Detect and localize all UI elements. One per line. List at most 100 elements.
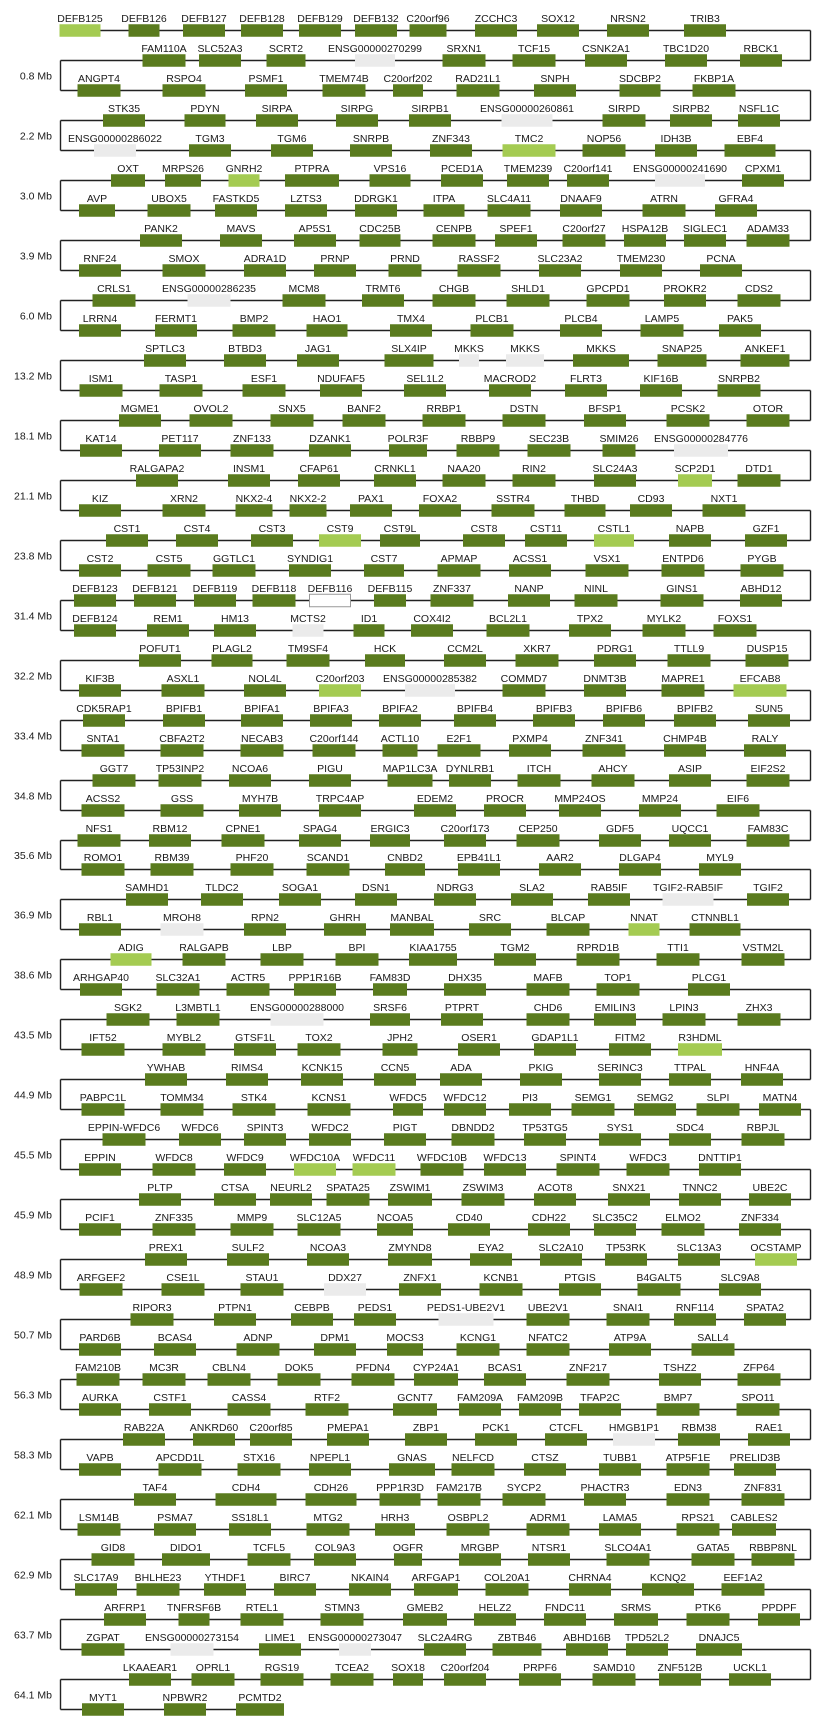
svg-text:RTEL1: RTEL1 [246, 1602, 279, 1614]
svg-text:45.5 Mb: 45.5 Mb [14, 1150, 52, 1162]
svg-text:CTSZ: CTSZ [531, 1452, 559, 1464]
svg-text:SPO11: SPO11 [741, 1392, 774, 1404]
svg-text:CEP250: CEP250 [518, 823, 557, 835]
svg-text:GNRH2: GNRH2 [226, 163, 263, 175]
svg-text:MAFB: MAFB [533, 972, 562, 984]
svg-text:ANGPT4: ANGPT4 [78, 73, 120, 85]
svg-text:PXMP4: PXMP4 [512, 733, 548, 745]
svg-text:WFDC13: WFDC13 [483, 1152, 526, 1164]
svg-text:FOXS1: FOXS1 [718, 613, 753, 625]
svg-text:SIRPB2: SIRPB2 [672, 103, 710, 115]
svg-text:MRPS26: MRPS26 [162, 163, 204, 175]
svg-text:PCK1: PCK1 [482, 1422, 510, 1434]
svg-text:EMILIN3: EMILIN3 [595, 1002, 636, 1014]
svg-text:STK35: STK35 [108, 103, 140, 115]
svg-text:TGM2: TGM2 [500, 942, 529, 954]
svg-text:BPI: BPI [349, 942, 366, 954]
svg-text:CST5: CST5 [156, 553, 183, 565]
svg-text:ARFGEF2: ARFGEF2 [77, 1272, 126, 1284]
svg-text:TOX2: TOX2 [305, 1032, 332, 1044]
svg-text:SULF2: SULF2 [232, 1242, 265, 1254]
svg-text:ZNF337: ZNF337 [433, 583, 471, 595]
svg-text:CTSA: CTSA [221, 1182, 249, 1194]
svg-text:ZGPAT: ZGPAT [86, 1632, 120, 1644]
svg-text:63.7 Mb: 63.7 Mb [14, 1630, 52, 1642]
svg-text:3.0 Mb: 3.0 Mb [20, 191, 52, 203]
svg-text:PABPC1L: PABPC1L [80, 1092, 127, 1104]
svg-text:DUSP15: DUSP15 [747, 643, 788, 655]
svg-text:VSTM2L: VSTM2L [743, 942, 784, 954]
svg-text:DEFB129: DEFB129 [297, 13, 343, 25]
svg-text:SLC32A1: SLC32A1 [156, 972, 201, 984]
svg-text:KIZ: KIZ [92, 493, 109, 505]
svg-text:CDK5RAP1: CDK5RAP1 [76, 703, 132, 715]
svg-text:SYS1: SYS1 [607, 1122, 634, 1134]
svg-text:RBM38: RBM38 [681, 1422, 716, 1434]
svg-text:FAM110A: FAM110A [141, 43, 186, 55]
svg-text:RGS19: RGS19 [265, 1662, 300, 1674]
svg-text:DSTN: DSTN [510, 403, 539, 415]
svg-text:WFDC10A: WFDC10A [290, 1152, 340, 1164]
svg-text:ADAM33: ADAM33 [747, 223, 789, 235]
svg-text:ADIG: ADIG [118, 942, 144, 954]
svg-text:SYNDIG1: SYNDIG1 [287, 553, 333, 565]
svg-text:PTPRA: PTPRA [294, 163, 329, 175]
svg-text:CST3: CST3 [259, 523, 286, 535]
svg-text:ZNFX1: ZNFX1 [403, 1272, 436, 1284]
svg-text:PEDS1: PEDS1 [358, 1302, 393, 1314]
svg-text:PLAGL2: PLAGL2 [212, 643, 252, 655]
svg-text:SIRPA: SIRPA [262, 103, 293, 115]
svg-text:VAPB: VAPB [86, 1452, 113, 1464]
svg-text:MTG2: MTG2 [313, 1512, 342, 1524]
svg-text:OTOR: OTOR [753, 403, 784, 415]
svg-text:NSFL1C: NSFL1C [739, 103, 780, 115]
svg-text:DEFB116: DEFB116 [308, 583, 353, 595]
svg-text:OSER1: OSER1 [461, 1032, 497, 1044]
svg-text:KIF16B: KIF16B [643, 373, 678, 385]
svg-text:ZNF133: ZNF133 [233, 433, 271, 445]
svg-text:PPP1R3D: PPP1R3D [376, 1482, 424, 1494]
svg-text:ENSG00000260861: ENSG00000260861 [480, 103, 574, 115]
svg-text:C20orf204: C20orf204 [440, 1662, 489, 1674]
svg-text:CST4: CST4 [184, 523, 211, 535]
svg-text:SDC4: SDC4 [676, 1122, 704, 1134]
svg-text:TBC1D20: TBC1D20 [663, 43, 709, 55]
svg-text:CSTF1: CSTF1 [153, 1392, 186, 1404]
svg-text:TGIF2: TGIF2 [753, 882, 783, 894]
svg-text:TP53TG5: TP53TG5 [522, 1122, 568, 1134]
svg-text:VPS16: VPS16 [374, 163, 407, 175]
svg-text:PIGT: PIGT [393, 1122, 418, 1134]
svg-text:DEFB123: DEFB123 [72, 583, 118, 595]
svg-text:JPH2: JPH2 [387, 1032, 413, 1044]
svg-text:RBBP9: RBBP9 [461, 433, 496, 445]
svg-text:ESF1: ESF1 [251, 373, 277, 385]
svg-text:34.8 Mb: 34.8 Mb [14, 791, 52, 803]
svg-text:WFDC3: WFDC3 [629, 1152, 666, 1164]
svg-text:31.4 Mb: 31.4 Mb [14, 611, 52, 623]
svg-text:DOK5: DOK5 [285, 1362, 314, 1374]
svg-text:BPIFA1: BPIFA1 [244, 703, 280, 715]
svg-text:CYP24A1: CYP24A1 [413, 1362, 459, 1374]
svg-text:TMX4: TMX4 [397, 313, 425, 325]
svg-text:NNAT: NNAT [630, 912, 658, 924]
svg-text:33.4 Mb: 33.4 Mb [14, 731, 52, 743]
svg-text:ENSG00000241690: ENSG00000241690 [633, 163, 727, 175]
svg-text:C20orf173: C20orf173 [440, 823, 489, 835]
svg-text:CST7: CST7 [371, 553, 398, 565]
svg-text:48.9 Mb: 48.9 Mb [14, 1270, 52, 1282]
svg-text:BPIFB4: BPIFB4 [457, 703, 493, 715]
svg-text:PARD6B: PARD6B [79, 1332, 120, 1344]
svg-text:SNRPB2: SNRPB2 [718, 373, 760, 385]
svg-text:PTPN1: PTPN1 [218, 1302, 252, 1314]
svg-text:ENSG00000288000: ENSG00000288000 [250, 1002, 344, 1014]
svg-text:PTK6: PTK6 [695, 1602, 721, 1614]
svg-text:AP5S1: AP5S1 [299, 223, 332, 235]
svg-text:PAK5: PAK5 [727, 313, 753, 325]
svg-text:PCMTD2: PCMTD2 [238, 1692, 281, 1704]
svg-text:SPINT4: SPINT4 [560, 1152, 597, 1164]
svg-text:DEFB121: DEFB121 [132, 583, 178, 595]
svg-text:TP53RK: TP53RK [606, 1242, 646, 1254]
svg-text:PIGU: PIGU [317, 763, 343, 775]
svg-text:NPEPL1: NPEPL1 [310, 1452, 350, 1464]
svg-text:NAA20: NAA20 [447, 463, 480, 475]
